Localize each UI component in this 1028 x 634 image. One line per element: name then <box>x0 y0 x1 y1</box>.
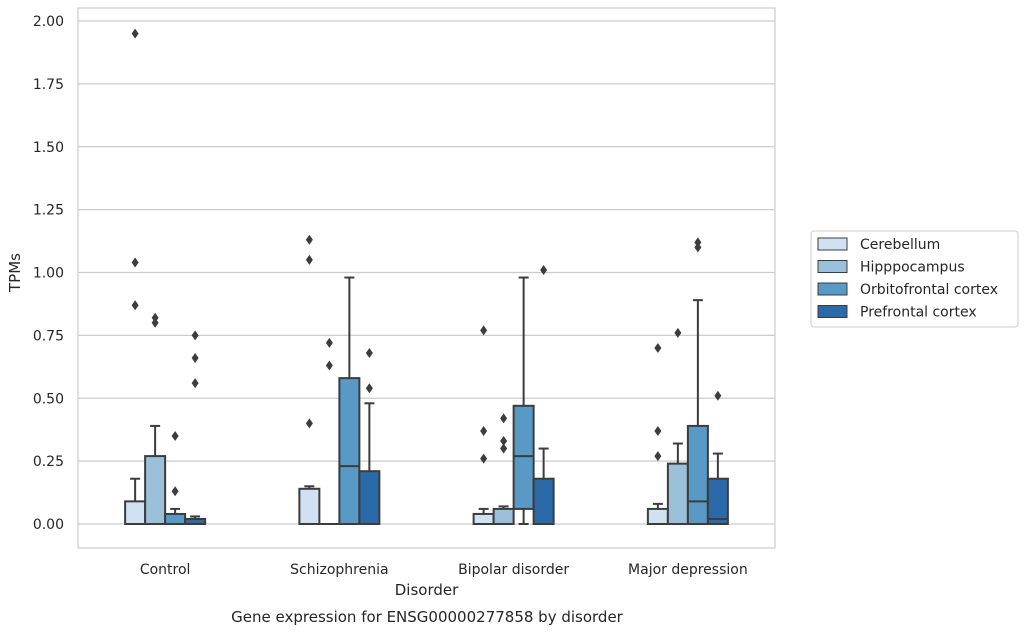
x-tick-label: Bipolar disorder <box>458 562 569 578</box>
box <box>646 507 669 526</box>
box-group <box>706 390 729 526</box>
plot-area-frame <box>77 7 776 549</box>
legend-label: Prefrontal cortex <box>860 305 977 321</box>
box <box>492 507 515 526</box>
box-group <box>124 28 147 525</box>
box-groups <box>124 28 729 526</box>
outlier-point <box>305 254 313 265</box>
y-tick-label: 0.00 <box>33 517 64 533</box>
outlier-point <box>694 242 702 253</box>
legend-swatch <box>817 282 848 296</box>
box-group <box>184 330 207 525</box>
outlier-point <box>191 378 199 389</box>
box-group <box>144 312 167 525</box>
outlier-point <box>325 360 333 371</box>
chart-caption: Gene expression for ENSG00000277858 by d… <box>231 608 624 626</box>
box-group <box>686 237 709 526</box>
box-group <box>532 264 555 526</box>
y-tick-label: 1.50 <box>33 140 64 156</box>
box-group <box>646 342 669 526</box>
x-tick-label: Schizophrenia <box>290 562 388 578</box>
box-group <box>666 327 689 526</box>
outlier-point <box>654 451 662 462</box>
outlier-point <box>480 325 488 336</box>
outlier-point <box>305 418 313 429</box>
outlier-point <box>131 300 139 311</box>
outlier-point <box>654 425 662 436</box>
outlier-point <box>714 390 722 401</box>
y-tick-label: 0.25 <box>33 454 64 470</box>
box <box>512 404 535 510</box>
box-group <box>492 413 515 526</box>
legend-label: Hipppocampus <box>860 260 965 276</box>
outlier-point <box>325 337 333 348</box>
box <box>124 500 147 525</box>
outlier-point <box>654 342 662 353</box>
y-tick-label: 1.75 <box>33 77 64 93</box>
legend-swatch <box>817 305 848 318</box>
y-tick-label: 0.75 <box>33 328 64 344</box>
box <box>338 377 361 525</box>
outlier-point <box>171 486 179 497</box>
outlier-point <box>500 436 508 447</box>
box-group <box>298 234 321 526</box>
outlier-point <box>540 264 548 275</box>
box-group <box>512 276 535 525</box>
x-tick-label: Control <box>140 562 191 578</box>
box <box>144 455 167 525</box>
box-group <box>472 325 495 526</box>
y-tick-label: 1.00 <box>33 266 64 282</box>
outlier-point <box>500 413 508 424</box>
x-axis-label: Disorder <box>395 581 459 599</box>
box-group <box>319 337 340 525</box>
outlier-point <box>480 425 488 436</box>
outlier-point <box>131 257 139 268</box>
outlier-point <box>191 330 199 341</box>
y-tick-label: 2.00 <box>33 14 64 30</box>
outlier-point <box>151 317 159 328</box>
legend: Cerebellum Hipppocampus Orbitofrontal cort… <box>810 230 1019 328</box>
box <box>532 477 555 526</box>
box <box>472 512 495 526</box>
outlier-point <box>674 327 682 338</box>
legend-swatch <box>817 237 848 251</box>
box <box>706 477 729 526</box>
outlier-point <box>365 383 373 394</box>
box <box>358 470 381 525</box>
outlier-point <box>480 453 488 464</box>
box <box>298 487 321 526</box>
outlier-point <box>694 237 702 248</box>
y-axis-label: TPMs <box>6 253 24 293</box>
outlier-point <box>500 443 508 454</box>
x-tick-label: Major depression <box>628 562 748 578</box>
legend-swatch <box>817 260 848 273</box>
outlier-point <box>305 234 313 245</box>
box <box>686 424 709 526</box>
y-tick-label: 1.25 <box>33 203 64 219</box>
legend-label: Cerebellum <box>860 237 940 253</box>
x-axis-ticks: Control Schizophrenia Bipolar disorder Majo… <box>140 562 748 578</box>
legend-frame <box>810 230 1019 328</box>
outlier-point <box>151 312 159 323</box>
box <box>666 462 689 526</box>
legend-label: Orbitofrontal cortex <box>860 282 998 298</box>
outlier-point <box>191 353 199 364</box>
y-tick-label: 0.50 <box>33 391 64 407</box>
outlier-point <box>171 430 179 441</box>
box-group <box>338 276 361 525</box>
box-group <box>358 347 381 525</box>
box <box>164 512 187 526</box>
box-group <box>164 430 187 526</box>
outlier-point <box>365 347 373 358</box>
y-axis-ticks: 0.00 0.25 0.50 0.75 1.00 1.25 1.50 1.75 2.00 <box>33 14 64 533</box>
outlier-point <box>131 28 139 39</box>
